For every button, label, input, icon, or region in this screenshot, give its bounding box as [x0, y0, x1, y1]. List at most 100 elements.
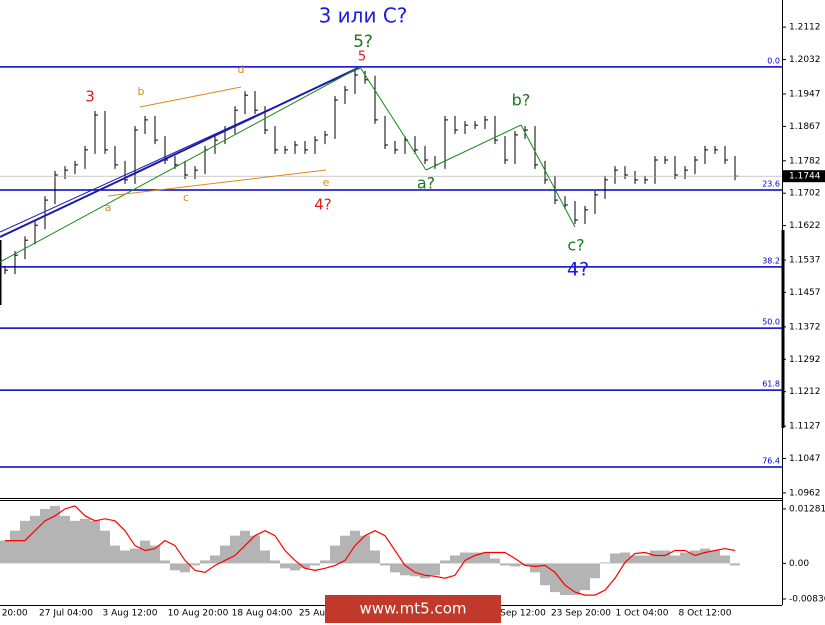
histogram-bar	[580, 563, 590, 591]
wave-label: e	[323, 176, 330, 189]
histogram-bar	[690, 550, 700, 564]
histogram-bar	[520, 563, 530, 566]
histogram-bar	[330, 545, 340, 564]
fib-level-label: 61.8	[762, 380, 780, 389]
histogram-bar	[170, 563, 180, 571]
histogram-bar	[310, 563, 320, 566]
histogram-bar	[600, 562, 610, 564]
histogram-bar	[210, 555, 220, 564]
x-tick-label: 25 Au	[299, 609, 325, 619]
histogram-bar	[490, 558, 500, 564]
histogram-bar	[390, 563, 400, 573]
histogram-bar	[400, 563, 410, 576]
histogram-bar	[120, 550, 130, 564]
y-tick-label: 1.1212	[789, 387, 821, 397]
fib-level-label: 76.4	[762, 457, 780, 466]
watermark: www.mt5.com	[359, 600, 466, 618]
histogram-bar	[610, 553, 620, 564]
histogram-bar	[0, 540, 10, 564]
fib-level-label: 23.6	[762, 179, 780, 188]
histogram-bar	[370, 550, 380, 564]
y-tick-label: 0.01281	[789, 504, 825, 514]
histogram-bar	[60, 515, 70, 564]
histogram-bar	[470, 552, 480, 564]
histogram-bar	[590, 563, 600, 579]
histogram-bar	[460, 552, 470, 564]
histogram-bar	[260, 550, 270, 564]
wave-label: c	[183, 191, 189, 204]
histogram-bar	[50, 505, 60, 564]
wave-label: d	[238, 63, 245, 76]
histogram-bar	[480, 552, 490, 564]
histogram-bar	[680, 552, 690, 564]
y-tick-label: 1.1947	[789, 89, 821, 99]
histogram-bar	[570, 563, 580, 596]
histogram-bar	[300, 563, 310, 569]
histogram-bar	[710, 550, 720, 564]
histogram-bar	[320, 560, 330, 564]
histogram-bar	[730, 563, 740, 566]
y-tick-label: 1.1457	[789, 288, 821, 298]
histogram-bar	[240, 530, 250, 564]
y-tick-label: 1.1782	[789, 156, 821, 166]
current-price-label: 1.1744	[789, 172, 821, 182]
x-tick-label: 10 Aug 20:00	[168, 609, 229, 619]
histogram-bar	[640, 555, 650, 564]
histogram-bar	[140, 540, 150, 564]
histogram-bar	[700, 548, 710, 564]
chart-title: 3 или С?	[319, 4, 408, 28]
histogram-bar	[230, 535, 240, 564]
y-tick-label: -0.00836	[789, 594, 825, 604]
x-tick-label: 8 Oct 12:00	[679, 609, 732, 619]
histogram-bar	[90, 520, 100, 564]
histogram-bar	[130, 548, 140, 564]
trend-line	[0, 67, 361, 233]
histogram-bar	[40, 508, 50, 564]
histogram-bar	[160, 560, 170, 564]
histogram-bar	[220, 545, 230, 564]
histogram-bar	[510, 563, 520, 567]
histogram-bar	[10, 530, 20, 564]
histogram-bar	[530, 563, 540, 573]
histogram-bar	[360, 535, 370, 564]
x-tick-label: 23 Sep 20:00	[551, 609, 611, 619]
histogram-bar	[430, 563, 440, 576]
histogram-bar	[150, 545, 160, 564]
y-tick-label: 1.1372	[789, 322, 821, 332]
y-tick-label: 1.1047	[789, 454, 821, 464]
wave-label: c?	[567, 236, 584, 255]
y-tick-label: 1.1622	[789, 221, 821, 231]
watermark-box	[325, 595, 501, 623]
wave-label: 5?	[353, 32, 373, 52]
histogram-bar	[70, 520, 80, 564]
x-tick-label: 27 Jul 04:00	[39, 609, 93, 619]
current-price-box	[783, 170, 825, 183]
histogram-bar	[630, 555, 640, 564]
signal-line	[5, 505, 736, 596]
fib-level-label: 50.0	[762, 318, 780, 327]
histogram-bar	[340, 535, 350, 564]
histogram-bar	[270, 560, 280, 564]
histogram-bar	[420, 563, 430, 579]
histogram-bar	[550, 563, 560, 593]
histogram-bar	[660, 550, 670, 564]
wave-label: 3	[85, 88, 95, 106]
histogram-bar	[540, 563, 550, 586]
wave-line	[359, 66, 427, 171]
y-tick-label: 1.1867	[789, 122, 821, 132]
y-tick-label: 1.1127	[789, 422, 821, 432]
fib-level-label: 0.0	[767, 56, 780, 65]
wave-label: a	[105, 201, 112, 214]
histogram-bar	[280, 563, 290, 569]
wave-label: 5	[358, 50, 366, 65]
x-tick-label: 3 Aug 12:00	[103, 609, 158, 619]
histogram-bar	[650, 550, 660, 564]
y-tick-label: 1.2112	[789, 23, 821, 33]
histogram-bar	[670, 555, 680, 564]
wave-line	[520, 124, 576, 228]
x-tick-label: l 20:00	[0, 609, 28, 619]
y-tick-label: 1.1537	[789, 256, 821, 266]
wave-label: b?	[512, 91, 531, 110]
